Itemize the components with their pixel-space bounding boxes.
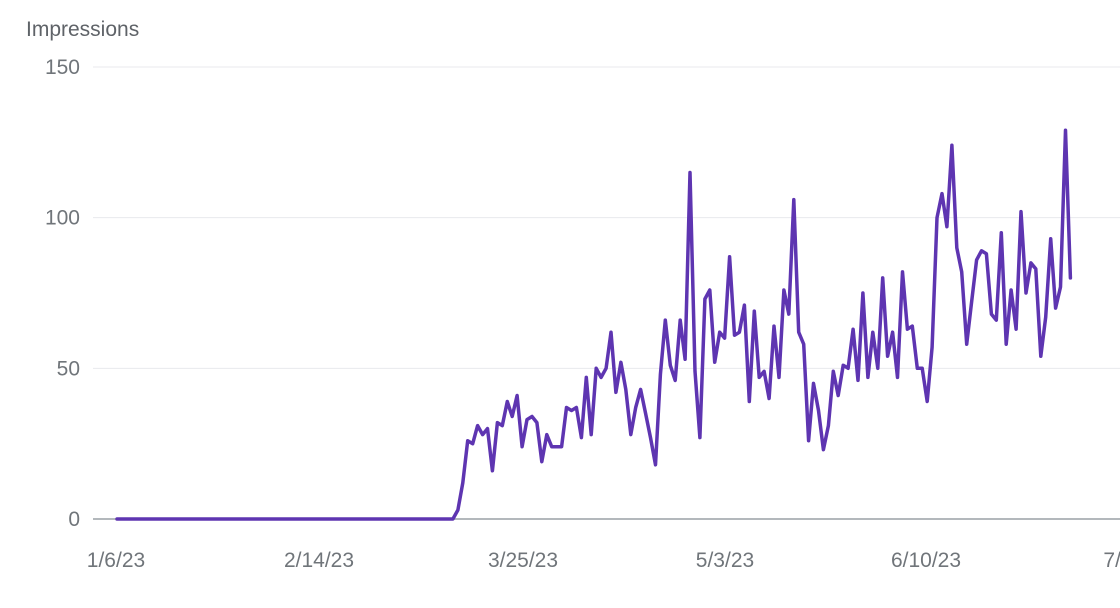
grid-lines (93, 66, 1120, 520)
x-tick-label: 1/6/23 (87, 549, 145, 572)
impressions-series-line (115, 128, 1073, 521)
x-tick-label: 5/3/23 (696, 549, 754, 572)
y-axis-ticks: 0 50 100 150 (45, 56, 80, 531)
x-tick-label: 2/14/23 (284, 549, 354, 572)
series-layer (115, 128, 1073, 521)
x-tick-label: 7/1 (1103, 549, 1120, 572)
y-axis-title: Impressions (26, 18, 140, 41)
y-tick-label: 100 (45, 207, 80, 230)
x-axis-ticks: 1/6/23 2/14/23 3/25/23 5/3/23 6/10/23 7/1 (87, 549, 1120, 572)
x-tick-label: 6/10/23 (891, 549, 961, 572)
x-tick-label: 3/25/23 (488, 549, 558, 572)
y-tick-label: 150 (45, 56, 80, 79)
y-tick-label: 0 (68, 508, 80, 531)
y-tick-label: 50 (57, 357, 80, 380)
